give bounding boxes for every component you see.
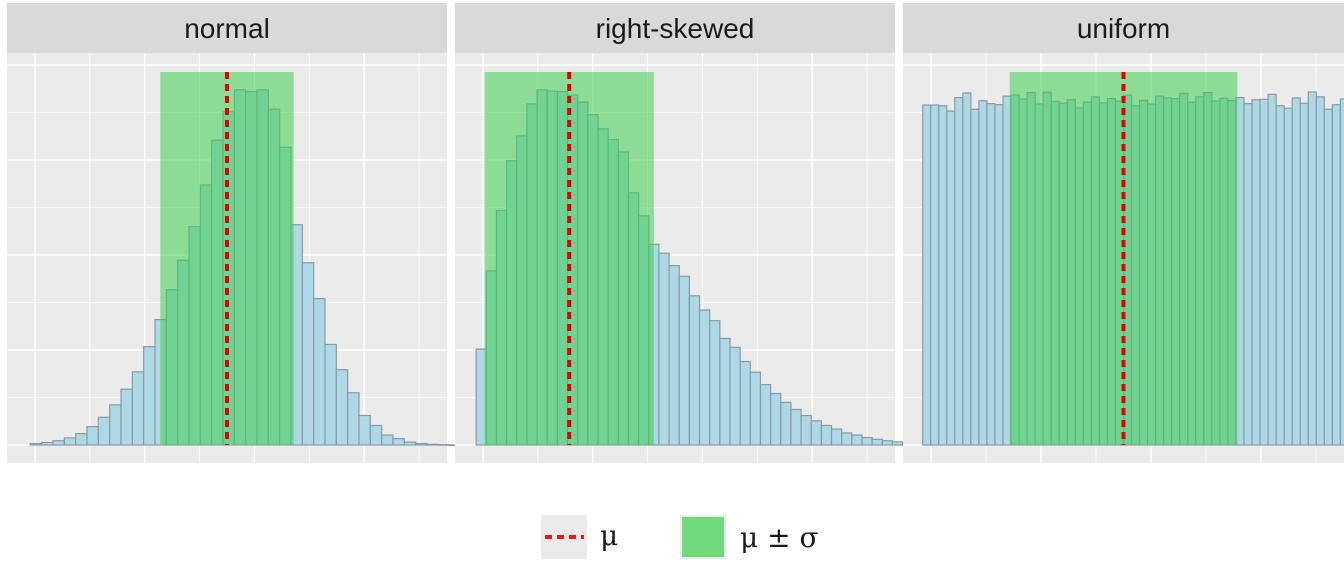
histogram-bar <box>970 108 980 446</box>
histogram-bar <box>800 414 812 446</box>
histogram-bar <box>954 96 964 446</box>
histogram-bar <box>403 441 417 446</box>
histogram-bar <box>938 105 948 446</box>
histogram-bar <box>29 442 43 446</box>
legend-key-band-fill <box>682 517 724 557</box>
histogram-bar <box>962 92 972 446</box>
histogram-bar <box>392 438 405 446</box>
histogram-bar <box>1291 97 1301 446</box>
histogram-bar <box>1275 105 1285 446</box>
histogram-bar <box>871 438 883 446</box>
histogram-bar <box>830 428 843 446</box>
legend-label-mean: μ <box>600 519 618 552</box>
histogram-bar <box>891 441 904 446</box>
histogram-bar <box>790 408 802 446</box>
histogram-bar <box>770 392 782 446</box>
facet-panel-uniform: uniform <box>903 3 1344 463</box>
histogram-bar <box>1323 108 1333 446</box>
facet-strip <box>455 3 895 53</box>
histogram-bar <box>709 320 721 446</box>
histogram-bar <box>930 104 940 446</box>
histogram-bar <box>1299 102 1309 446</box>
histogram-bar <box>729 346 741 446</box>
histogram-bar <box>324 343 337 446</box>
histogram-bar <box>994 104 1004 446</box>
facet-panel-normal: normal <box>7 3 462 463</box>
facet-strip-label: right-skewed <box>596 13 755 44</box>
facet-strip-label: normal <box>184 13 270 44</box>
histogram-bar <box>41 441 54 446</box>
histogram-bar <box>358 414 371 446</box>
histogram-bar <box>946 110 956 446</box>
histogram-bar <box>861 436 873 446</box>
histogram-bar <box>426 443 439 446</box>
histogram-bar <box>63 437 77 446</box>
histogram-bar <box>301 262 315 446</box>
facet-strip <box>7 3 447 53</box>
histogram-bar <box>1243 103 1253 446</box>
histogram-bar <box>881 440 894 446</box>
histogram-bar <box>1251 99 1261 446</box>
facet-strip-label: uniform <box>1077 13 1170 44</box>
histogram-bar <box>688 295 701 446</box>
histogram-bar <box>668 265 680 446</box>
legend-label-mean-sd: μ ± σ <box>740 521 819 554</box>
histogram-bar <box>1283 107 1293 446</box>
histogram-bar <box>415 442 428 446</box>
histogram-bar <box>369 424 383 446</box>
histogram-bar <box>978 100 988 446</box>
histogram-bar <box>86 425 99 446</box>
histogram-bar <box>381 434 394 446</box>
histogram-bar <box>841 432 853 446</box>
histogram-bar <box>52 440 65 446</box>
histogram-bar <box>1267 93 1277 446</box>
histogram-bar <box>437 444 451 446</box>
histogram-bar <box>678 275 690 446</box>
histogram-bar <box>810 420 822 446</box>
histogram-bar <box>851 434 863 446</box>
histogram-bar <box>780 401 792 446</box>
legend: μ μ ± σ <box>541 515 819 559</box>
histogram-bar <box>820 424 833 446</box>
histogram-bar <box>739 360 751 446</box>
histogram-bar <box>759 384 772 446</box>
histogram-bar <box>120 388 133 446</box>
histogram-bar <box>749 371 762 446</box>
histogram-bar <box>922 104 932 446</box>
histogram-bar <box>1307 91 1317 446</box>
histogram-bar <box>1315 96 1325 446</box>
histogram-bar <box>109 404 122 446</box>
histogram-bar <box>97 416 111 446</box>
histogram-bar <box>131 371 145 446</box>
histogram-bar <box>719 337 731 446</box>
histogram-bar <box>1259 98 1269 446</box>
histogram-bar <box>698 309 711 446</box>
histogram-bar <box>75 433 88 446</box>
histogram-bar <box>1339 98 1344 446</box>
histogram-bar <box>335 369 349 446</box>
facet-strip <box>903 3 1344 53</box>
histogram-bar <box>1331 104 1341 446</box>
histogram-bar <box>143 345 156 446</box>
facet-panel-right-skewed: right-skewed <box>455 3 954 463</box>
histogram-bar <box>658 252 670 446</box>
histogram-bar <box>313 298 326 446</box>
histogram-bar <box>986 103 996 446</box>
histogram-bar <box>347 392 360 446</box>
